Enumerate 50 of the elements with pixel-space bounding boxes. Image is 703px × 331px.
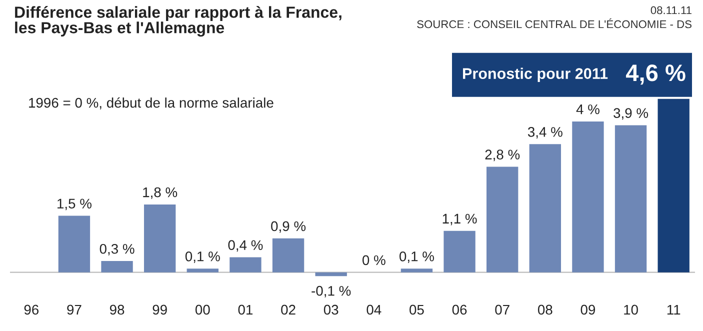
x-tick-label: 08 [538, 304, 552, 315]
data-label: 2,8 % [485, 150, 520, 162]
x-tick-label: 10 [624, 304, 638, 315]
x-tick-label: 05 [410, 304, 424, 315]
bar [572, 121, 604, 272]
x-tick-label: 00 [195, 304, 210, 315]
bar [230, 257, 262, 272]
bar [101, 261, 133, 272]
x-tick-label: 03 [324, 304, 338, 315]
bar [529, 144, 561, 272]
x-tick-label: 97 [67, 304, 82, 315]
data-label: 1,8 % [143, 187, 178, 199]
data-label: -0,1 % [312, 286, 351, 298]
data-label: 1,5 % [58, 198, 92, 210]
bar [444, 230, 476, 272]
data-label: 0,9 % [271, 221, 306, 233]
bar [486, 166, 518, 272]
x-tick-label: 96 [24, 304, 39, 315]
data-label: 1,1 % [442, 214, 477, 226]
data-label: 0,3 % [100, 244, 134, 256]
x-tick-label: 09 [580, 304, 596, 315]
data-label: 0,1 % [400, 251, 434, 263]
x-tick-label: 11 [667, 304, 680, 315]
x-tick-label: 99 [152, 304, 167, 315]
bar [400, 268, 433, 272]
bar [144, 204, 176, 272]
text: Pronostic pour 2011 [463, 68, 608, 82]
text: 08.11.11 [650, 6, 692, 14]
bar [58, 216, 90, 272]
x-tick-label: 07 [495, 304, 510, 315]
bar [272, 238, 304, 272]
x-tick-label: 04 [366, 304, 382, 315]
data-label: 4 % [576, 104, 600, 114]
x-tick-label: 06 [452, 304, 467, 315]
data-label: 0 % [362, 255, 386, 266]
x-tick-label: 98 [110, 304, 124, 315]
annotation: 1996 = 0 %, début de la norme salariale [29, 97, 274, 110]
x-tick-label: 02 [281, 304, 296, 315]
x-tick-label: 01 [238, 304, 253, 315]
bar [658, 98, 690, 272]
bar [315, 272, 347, 276]
data-label: 4,6 % [626, 64, 686, 85]
bar [186, 268, 218, 272]
data-label: 0,4 % [228, 240, 263, 252]
data-label: 3,4 % [528, 127, 562, 138]
data-label: 0,1 % [185, 251, 220, 263]
data-label: 3,9 % [614, 108, 648, 120]
source-note: SOURCE : CONSEIL CENTRAL DE L'ÉCONOMIE - DS [417, 18, 692, 28]
bar [614, 125, 647, 272]
chart-title: Différence salariale par rapport à la France, les Pays-Bas et l'Allemagne [15, 6, 342, 37]
